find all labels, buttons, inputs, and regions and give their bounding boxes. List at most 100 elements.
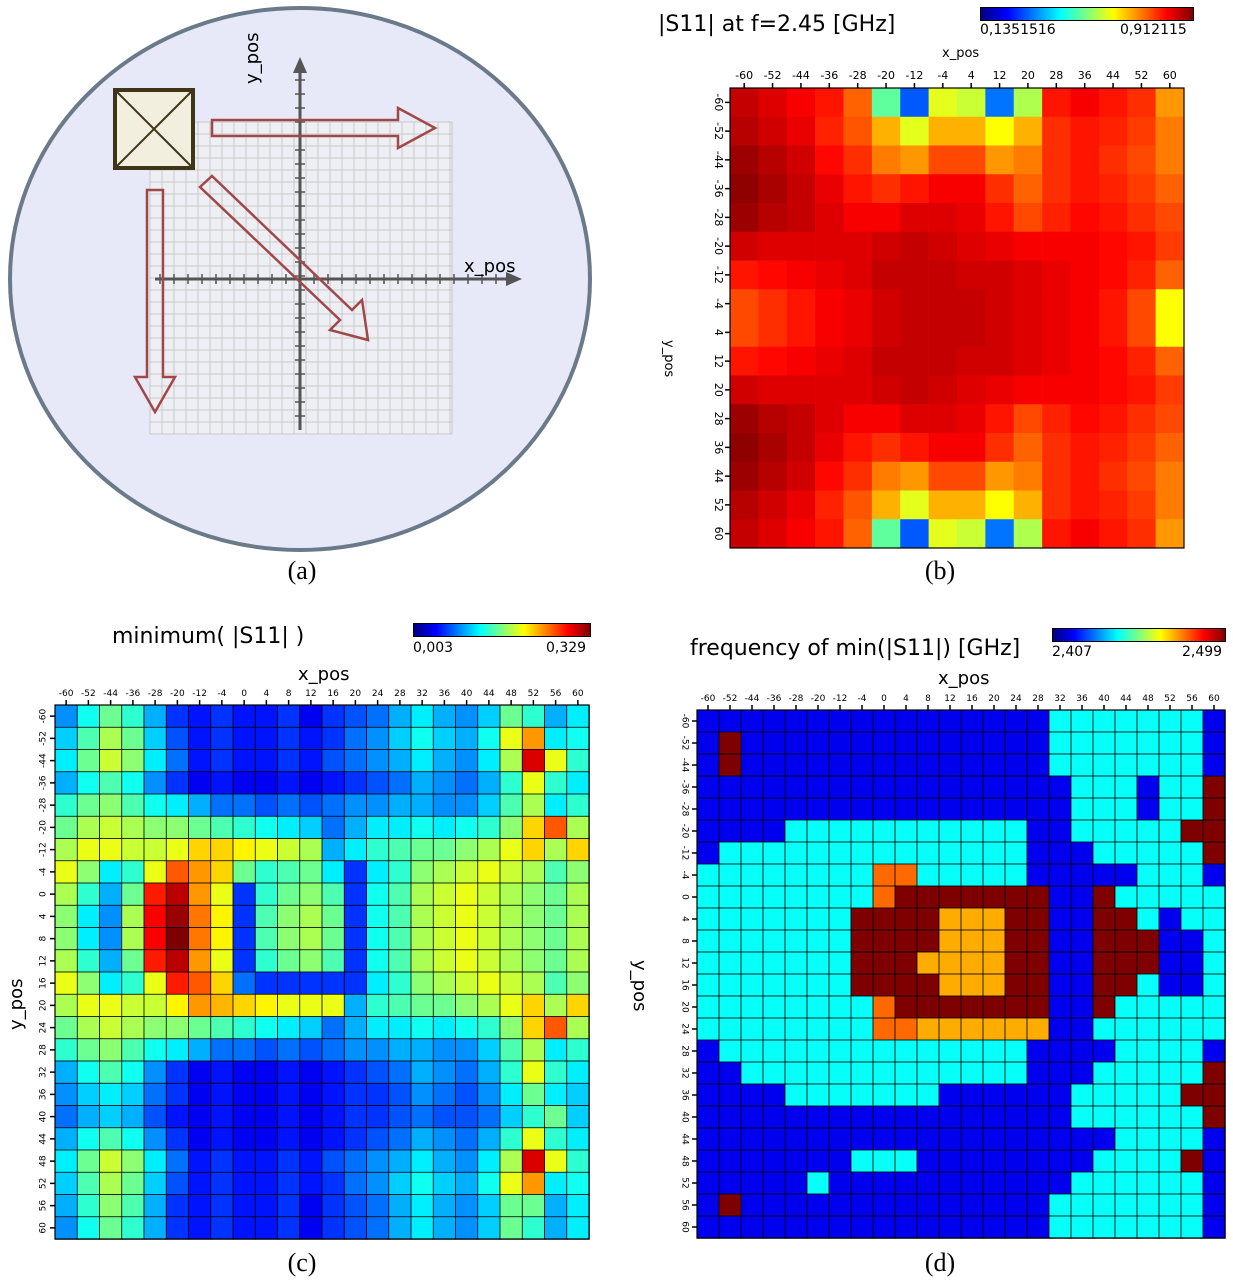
heatmap-cell bbox=[1127, 346, 1156, 376]
heatmap-cell bbox=[758, 116, 788, 146]
heatmap-cell bbox=[730, 174, 759, 204]
heatmap-cell bbox=[938, 863, 962, 887]
heatmap-cell bbox=[928, 231, 958, 261]
heatmap-cell bbox=[566, 771, 590, 795]
y-tick-label: 28 bbox=[712, 412, 725, 426]
heatmap-cell bbox=[54, 1060, 78, 1084]
heatmap-cell bbox=[499, 882, 523, 906]
heatmap-cell bbox=[455, 1105, 479, 1129]
heatmap-cell bbox=[299, 1194, 323, 1218]
heatmap-cell bbox=[815, 289, 844, 319]
heatmap-cell bbox=[938, 841, 962, 865]
x-tick-label: 44 bbox=[1120, 694, 1132, 704]
heatmap-cell bbox=[143, 882, 167, 906]
heatmap-cell bbox=[786, 346, 816, 376]
heatmap-cell bbox=[165, 815, 190, 840]
y-tick-label: -28 bbox=[39, 798, 49, 813]
heatmap-cell bbox=[786, 116, 816, 146]
heatmap-cell bbox=[762, 973, 786, 997]
heatmap-cell bbox=[76, 838, 101, 862]
heatmap-cell bbox=[730, 346, 759, 376]
heatmap-cell bbox=[410, 771, 434, 795]
heatmap-cell bbox=[985, 318, 1015, 348]
heatmap-cell bbox=[54, 1105, 78, 1129]
heatmap-cell bbox=[76, 993, 101, 1018]
heatmap-cell bbox=[928, 375, 958, 405]
heatmap-cell bbox=[957, 174, 986, 204]
heatmap-cell bbox=[54, 971, 78, 995]
heatmap-cell bbox=[1202, 775, 1226, 799]
heatmap-cell bbox=[894, 1061, 918, 1085]
heatmap-cell bbox=[938, 1083, 962, 1107]
heatmap-cell bbox=[143, 1149, 167, 1173]
heatmap-cell bbox=[1202, 731, 1226, 755]
heatmap-cell bbox=[1155, 433, 1185, 463]
heatmap-cell bbox=[521, 1082, 546, 1107]
heatmap-cell bbox=[432, 882, 457, 906]
heatmap-cell bbox=[343, 949, 368, 973]
heatmap-cell bbox=[277, 971, 301, 995]
heatmap-cell bbox=[343, 815, 368, 840]
heatmap-cell bbox=[76, 1060, 101, 1084]
heatmap-cell bbox=[960, 907, 984, 931]
heatmap-cell bbox=[388, 793, 412, 817]
heatmap-cell bbox=[982, 841, 1006, 865]
heatmap-cell bbox=[894, 753, 918, 777]
heatmap-cell bbox=[982, 1127, 1006, 1151]
heatmap-cell bbox=[99, 1105, 123, 1129]
heatmap-cell bbox=[740, 1017, 764, 1041]
heatmap-cell bbox=[957, 461, 986, 491]
y-tick-label: 36 bbox=[712, 440, 725, 454]
heatmap-cell bbox=[210, 793, 234, 817]
heatmap-cell bbox=[99, 993, 123, 1018]
heatmap-cell bbox=[1136, 841, 1160, 865]
heatmap-cell bbox=[76, 882, 101, 906]
heatmap-cell bbox=[54, 704, 78, 728]
heatmap-cell bbox=[828, 1193, 852, 1217]
heatmap-cell bbox=[938, 709, 962, 733]
heatmap-cell bbox=[871, 116, 901, 146]
heatmap-cell bbox=[985, 260, 1015, 290]
heatmap-cell bbox=[1070, 88, 1100, 118]
heatmap-cell bbox=[143, 815, 167, 840]
heatmap-cell bbox=[1013, 490, 1043, 520]
x-tick-label: 32 bbox=[1054, 694, 1065, 704]
heatmap-cell bbox=[76, 704, 101, 728]
heatmap-cell bbox=[1048, 1215, 1072, 1239]
heatmap-cell bbox=[1158, 709, 1182, 733]
heatmap-cell bbox=[99, 749, 123, 773]
heatmap-cell bbox=[54, 726, 78, 751]
heatmap-cell bbox=[410, 793, 434, 817]
heatmap-cell bbox=[566, 904, 590, 929]
heatmap-cell bbox=[343, 904, 368, 929]
heatmap-cell bbox=[740, 775, 764, 799]
heatmap-cell bbox=[165, 927, 190, 951]
heatmap-cell bbox=[277, 704, 301, 728]
heatmap-cell bbox=[1202, 929, 1226, 953]
heatmap-cell bbox=[299, 815, 323, 840]
x-tick-label: 20 bbox=[1021, 69, 1035, 82]
y-tick-label: 56 bbox=[39, 1200, 49, 1212]
heatmap-cell bbox=[254, 949, 279, 973]
heatmap-cell bbox=[900, 318, 929, 348]
x-tick-label: -4 bbox=[217, 689, 226, 699]
heatmap-cell bbox=[1092, 951, 1116, 975]
heatmap-cell bbox=[299, 1016, 323, 1040]
heatmap-cell bbox=[410, 1038, 434, 1062]
y-tick-label: -52 bbox=[712, 122, 725, 140]
heatmap-cell bbox=[806, 775, 830, 799]
x-tick-label: 16 bbox=[966, 694, 978, 704]
x-tick-label: 4 bbox=[264, 689, 270, 699]
y-tick-label: -60 bbox=[39, 709, 49, 724]
heatmap-cell bbox=[871, 318, 901, 348]
heatmap-cell bbox=[544, 793, 568, 817]
heatmap-cell bbox=[928, 490, 958, 520]
heatmap-cell bbox=[321, 949, 345, 973]
chart-c-colorbar-min: 0,003 bbox=[413, 640, 454, 656]
x-tick-label: 20 bbox=[988, 694, 1000, 704]
heatmap-cell bbox=[521, 815, 546, 840]
heatmap-cell bbox=[388, 771, 412, 795]
heatmap-cell bbox=[1004, 995, 1028, 1019]
heatmap-cell bbox=[410, 904, 434, 929]
heatmap-cell bbox=[366, 904, 390, 929]
